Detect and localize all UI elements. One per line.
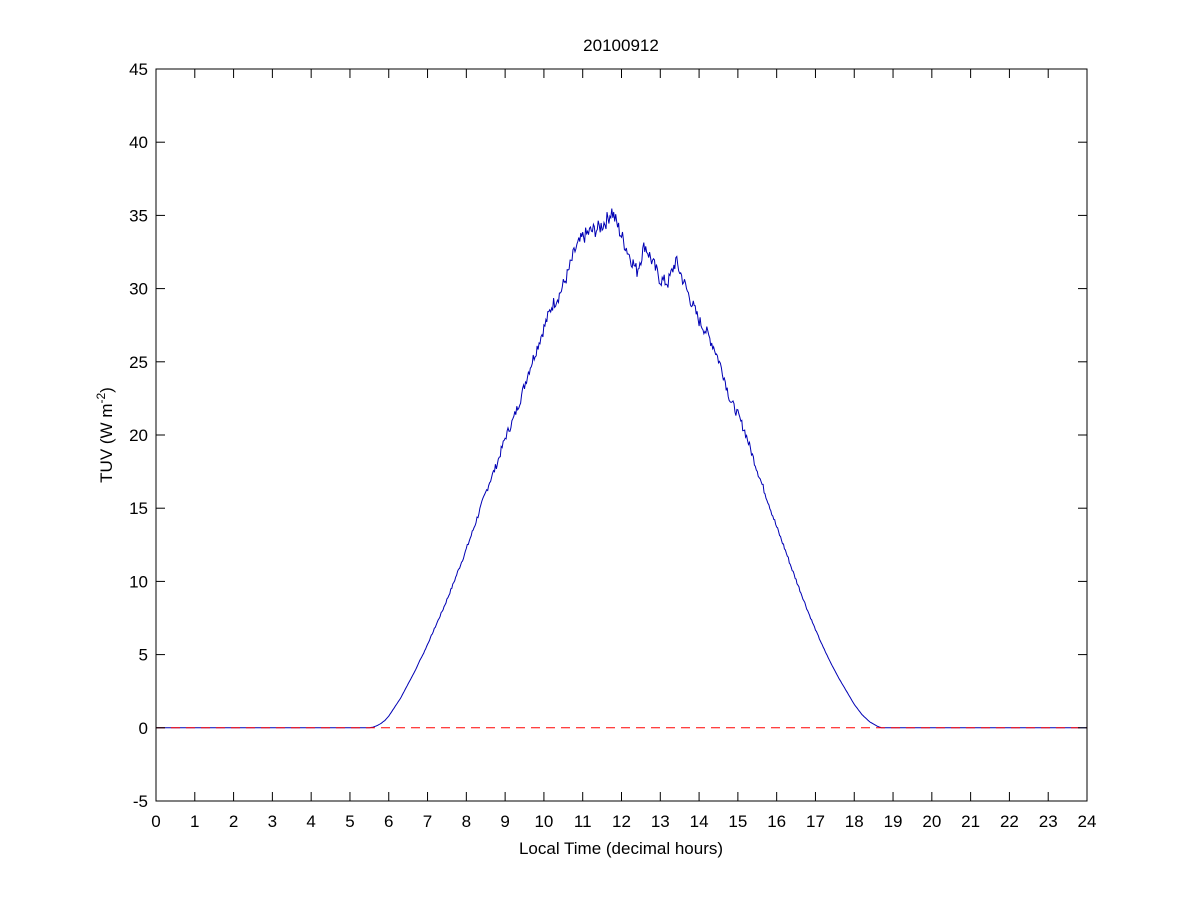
x-axis: 0 1 2 3 4 5 6 7 8 9 10 11 12 13 14 15 16 17 18 19 20 21 22 23 24 (151, 69, 1096, 831)
y-tick-label: 0 (139, 719, 148, 738)
x-tick-label: 11 (574, 812, 592, 831)
x-tick-label: 18 (845, 812, 864, 831)
x-tick-label: 6 (384, 812, 393, 831)
y-tick-label: 35 (129, 206, 148, 225)
y-tick-label: 30 (129, 280, 148, 299)
x-tick-label: 7 (423, 812, 432, 831)
y-tick-label: 5 (139, 646, 148, 665)
chart-title: 20100912 (583, 36, 659, 55)
x-tick-label: 21 (961, 812, 980, 831)
y-tick-label: 45 (129, 60, 148, 79)
x-tick-label: 17 (806, 812, 825, 831)
x-axis-label: Local Time (decimal hours) (519, 839, 723, 858)
x-tick-label: 15 (728, 812, 747, 831)
x-tick-label: 13 (651, 812, 670, 831)
x-tick-label: 8 (462, 812, 471, 831)
y-axis-label-close: ) (97, 387, 116, 393)
y-tick-label: 20 (129, 426, 148, 445)
y-axis-label: TUV (W m-2) (94, 387, 116, 483)
x-tick-label: 24 (1078, 812, 1097, 831)
y-tick-label: 15 (129, 499, 148, 518)
x-tick-label: 0 (151, 812, 160, 831)
y-axis-label-main: TUV (W m (97, 404, 116, 483)
x-tick-label: 9 (500, 812, 509, 831)
x-tick-label: 2 (229, 812, 238, 831)
x-tick-label: 19 (884, 812, 903, 831)
x-tick-label: 5 (345, 812, 354, 831)
x-tick-label: 14 (690, 812, 709, 831)
x-tick-label: 23 (1039, 812, 1058, 831)
x-tick-label: 20 (922, 812, 941, 831)
x-tick-label: 22 (1000, 812, 1019, 831)
y-tick-label: 10 (129, 572, 148, 591)
x-tick-label: 4 (306, 812, 315, 831)
y-tick-label: 25 (129, 353, 148, 372)
y-tick-label: 40 (129, 133, 148, 152)
x-tick-label: 12 (612, 812, 631, 831)
x-tick-label: 1 (190, 812, 199, 831)
y-axis: -5 0 5 10 15 20 25 30 35 40 45 (129, 60, 1087, 811)
x-tick-label: 10 (534, 812, 553, 831)
x-tick-label: 3 (268, 812, 277, 831)
y-axis-label-sup: -2 (94, 393, 108, 404)
plot-area (156, 208, 1087, 729)
x-tick-label: 16 (767, 812, 786, 831)
y-tick-label: -5 (133, 792, 148, 811)
